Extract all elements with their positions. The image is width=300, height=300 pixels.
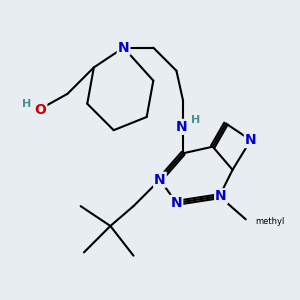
Text: N: N	[171, 196, 182, 210]
Text: N: N	[154, 173, 166, 187]
Text: H: H	[191, 115, 200, 124]
Text: N: N	[176, 120, 187, 134]
Text: O: O	[34, 103, 46, 117]
Text: N: N	[118, 40, 129, 55]
Text: H: H	[22, 99, 31, 110]
Text: N: N	[215, 189, 227, 203]
Text: N: N	[245, 133, 256, 147]
Text: methyl: methyl	[256, 217, 285, 226]
